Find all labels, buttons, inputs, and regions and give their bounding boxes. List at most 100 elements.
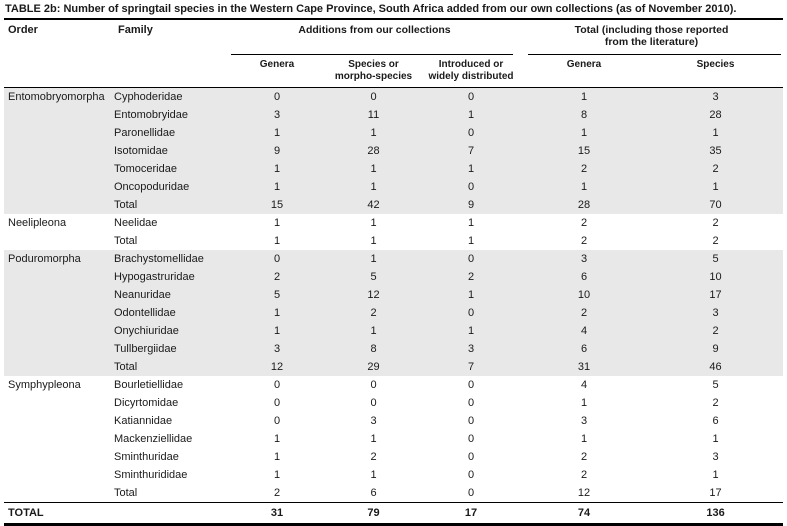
column-header-family: Family — [118, 24, 153, 36]
value-cell: 3 — [712, 91, 719, 103]
value-cell: 5 — [712, 253, 719, 265]
order-cell — [4, 286, 114, 304]
family-cell — [114, 503, 229, 525]
value-cell: 1 — [712, 181, 719, 193]
value-cell: 5 — [273, 289, 281, 301]
value-cell: 1 — [273, 451, 281, 463]
value-cell: 1 — [370, 253, 377, 265]
order-cell — [4, 196, 114, 214]
table-body: Entomobryomorpha Cyphoderidae 0 0 0 1 3 Entomob… — [4, 87, 784, 525]
table-row: Oncopoduridae 1 1 0 1 1 — [4, 178, 784, 196]
value-cell: 28 — [709, 109, 722, 121]
order-cell — [4, 466, 114, 484]
value-cell: 1 — [580, 91, 588, 103]
family-cell: Total — [114, 487, 138, 499]
value-cell: 11 — [367, 109, 380, 121]
value-cell: 28 — [367, 145, 380, 157]
value-cell: 0 — [467, 127, 475, 139]
value-cell: 1 — [273, 307, 281, 319]
table-row: Paronellidae 1 1 0 1 1 — [4, 124, 784, 142]
value-cell: 2 — [467, 271, 475, 283]
value-cell: 1 — [273, 469, 281, 481]
value-cell: 2 — [712, 235, 719, 247]
value-cell: 1 — [580, 181, 588, 193]
value-cell: 3 — [712, 451, 719, 463]
value-cell: 3 — [712, 307, 719, 319]
order-cell: Symphypleona — [8, 379, 81, 391]
value-cell: 10 — [577, 289, 591, 301]
value-cell: 0 — [273, 91, 281, 103]
value-cell: 0 — [370, 397, 377, 409]
column-header-order: Order — [8, 24, 38, 36]
family-cell: Cyphoderidae — [114, 91, 183, 103]
value-cell: 10 — [709, 271, 722, 283]
value-cell: 2 — [370, 307, 377, 319]
family-cell: Odontellidae — [114, 307, 176, 319]
table-row: Neelipleona Neelidae 1 1 1 2 2 — [4, 214, 783, 232]
order-cell: Poduromorpha — [8, 253, 81, 265]
table-row: Sminthuridae 1 2 0 2 3 — [4, 448, 783, 466]
column-group-additions-label: Additions from our collections — [298, 24, 451, 36]
order-cell — [4, 430, 114, 448]
value-cell: 0 — [467, 469, 475, 481]
family-cell: Total — [114, 235, 138, 247]
value-cell: 35 — [709, 145, 722, 157]
value-cell: 1 — [467, 163, 475, 175]
value-cell: 1 — [370, 469, 377, 481]
value-cell: 1 — [273, 127, 281, 139]
value-cell: 3 — [273, 109, 281, 121]
value-cell: 0 — [467, 181, 475, 193]
value-cell: 1 — [370, 181, 377, 193]
value-cell: 2 — [580, 451, 588, 463]
value-cell: 1 — [370, 127, 377, 139]
value-cell: 2 — [273, 487, 281, 499]
table-row: Katiannidae 0 3 0 3 6 — [4, 412, 783, 430]
value-cell: 42 — [367, 199, 380, 211]
value-cell: 2 — [370, 451, 377, 463]
family-cell: Tullbergiidae — [114, 343, 177, 355]
value-cell: 2 — [273, 271, 281, 283]
value-cell: 1 — [273, 217, 281, 229]
grand-total-label: TOTAL — [8, 507, 44, 519]
table-row: Entomobryomorpha Cyphoderidae 0 0 0 1 3 — [4, 87, 784, 106]
column-group-additions: Additions from our collections — [229, 19, 520, 55]
value-cell: 1 — [712, 127, 719, 139]
value-cell: 12 — [270, 361, 284, 373]
value-cell: 2 — [580, 235, 588, 247]
value-cell: 1 — [273, 163, 281, 175]
value-cell: 0 — [467, 451, 475, 463]
family-cell: Entomobryidae — [114, 109, 188, 121]
order-cell — [4, 142, 114, 160]
value-cell: 1 — [273, 325, 281, 337]
value-cell: 15 — [270, 199, 284, 211]
order-cell — [4, 232, 114, 250]
value-cell: 28 — [577, 199, 591, 211]
value-cell: 3 — [580, 415, 588, 427]
table-caption-label: TABLE 2b: — [5, 3, 61, 15]
family-cell: Isotomidae — [114, 145, 168, 157]
value-cell: 0 — [467, 433, 475, 445]
value-cell: 1 — [467, 109, 475, 121]
table-row: Hypogastruridae 2 5 2 6 10 — [4, 268, 784, 286]
value-cell: 1 — [467, 289, 475, 301]
table-row: Isotomidae 9 28 7 15 35 — [4, 142, 784, 160]
order-cell — [4, 484, 114, 503]
value-cell: 1 — [370, 325, 377, 337]
table-header: Order Family Additions from our collecti… — [4, 19, 784, 88]
order-cell — [4, 178, 114, 196]
order-cell — [4, 358, 114, 376]
value-cell: 3 — [467, 343, 475, 355]
value-cell: 1 — [467, 235, 475, 247]
order-cell — [4, 394, 114, 412]
value-cell: 0 — [273, 415, 281, 427]
grand-total-value: 79 — [367, 507, 380, 519]
value-cell: 1 — [580, 433, 588, 445]
grand-total-value: 74 — [577, 507, 591, 519]
order-cell — [4, 304, 114, 322]
table-row: Symphypleona Bourletiellidae 0 0 0 4 5 — [4, 376, 783, 394]
table-row: Tullbergiidae 3 8 3 6 9 — [4, 340, 784, 358]
value-cell: 1 — [273, 433, 281, 445]
value-cell: 0 — [467, 487, 475, 499]
value-cell: 2 — [580, 307, 588, 319]
value-cell: 0 — [467, 379, 475, 391]
